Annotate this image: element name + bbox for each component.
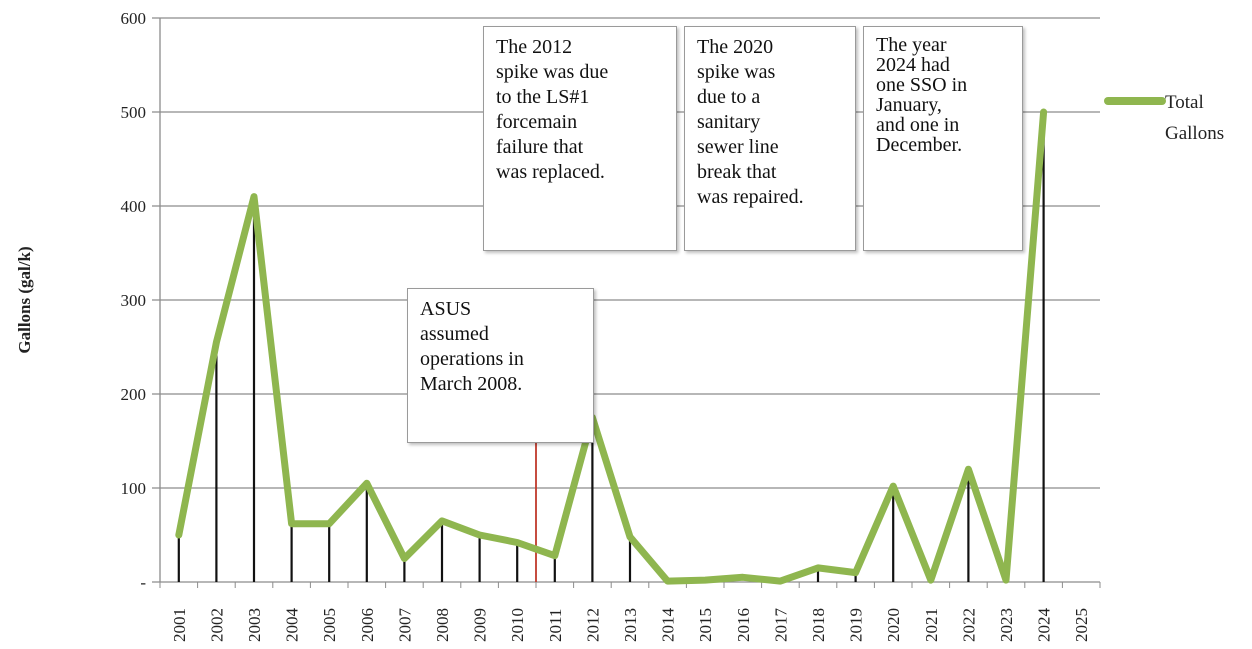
- y-tick-label: 300: [121, 291, 147, 310]
- annotation-line: was replaced.: [496, 161, 605, 183]
- y-tick-label: 200: [121, 385, 147, 404]
- x-tick-label: 2016: [734, 608, 753, 642]
- x-tick-label: 2010: [508, 608, 527, 642]
- x-tick-label: 2025: [1072, 608, 1091, 642]
- x-tick-label: 2011: [546, 609, 565, 642]
- legend-label-line-2: Gallons: [1165, 123, 1224, 144]
- annotation-line: January,: [876, 94, 942, 116]
- annotation-line: March 2008.: [420, 373, 523, 395]
- x-tick-label: 2001: [170, 608, 189, 642]
- series-line-total-gallons: [175, 108, 1048, 585]
- annotation-line: due to a: [697, 86, 761, 108]
- annotation-line: failure that: [496, 136, 584, 158]
- x-tick-label: 2008: [433, 608, 452, 642]
- x-tick-label: 2002: [207, 608, 226, 642]
- x-tick-label: 2012: [583, 608, 602, 642]
- x-tick-label: 2006: [358, 608, 377, 642]
- x-tick-label: 2022: [959, 608, 978, 642]
- x-tick-label: 2018: [809, 608, 828, 642]
- legend: Total Gallons: [1104, 92, 1224, 144]
- annotation-line: The year: [876, 34, 947, 56]
- x-tick-label: 2009: [471, 608, 490, 642]
- y-tick-labels: - 100 200 300 400 500 600: [121, 9, 147, 592]
- x-tick-labels: 2001 2002 2003 2004 2005 2006 2007 2008 2009 2010…: [170, 608, 1091, 643]
- drop-lines: [177, 112, 1045, 582]
- x-tick-label: 2019: [847, 608, 866, 642]
- annotation-line: one SSO in: [876, 74, 968, 96]
- x-tick-label: 2004: [283, 608, 302, 643]
- x-tick-label: 2005: [320, 608, 339, 642]
- y-tick-label: -: [140, 573, 146, 592]
- annotation-2012-spike: The 2012 spike was due to the LS#1 forcemai…: [483, 26, 677, 251]
- x-tick-label: 2017: [771, 608, 790, 643]
- y-axis-label: Gallons (gal/k): [15, 246, 34, 353]
- x-tick-label: 2015: [696, 608, 715, 642]
- y-tick-label: 600: [121, 9, 147, 28]
- annotation-line: assumed: [420, 323, 489, 345]
- annotation-line: 2024 had: [876, 54, 950, 76]
- annotation-line: and one in: [876, 114, 960, 136]
- x-tick-label: 2013: [621, 608, 640, 642]
- annotation-line: ASUS: [420, 298, 472, 320]
- annotation-line: break that: [697, 161, 777, 183]
- annotation-line: spike was due: [496, 61, 609, 83]
- annotation-line: operations in: [420, 348, 524, 370]
- annotation-line: forcemain: [496, 111, 578, 133]
- y-tick-label: 500: [121, 103, 147, 122]
- y-tick-label: 100: [121, 479, 147, 498]
- annotation-asus: ASUS assumed operations in March 2008.: [407, 288, 594, 443]
- x-tick-label: 2024: [1035, 608, 1054, 643]
- annotation-line: The 2012: [496, 36, 573, 58]
- legend-label-line-1: Total: [1165, 92, 1204, 113]
- series-lines: [175, 108, 1048, 585]
- x-tick-label: 2014: [659, 608, 678, 643]
- annotation-2020-spike: The 2020 spike was due to a sanitary sewer l…: [684, 26, 856, 251]
- annotation-line: to the LS#1: [496, 86, 590, 108]
- annotation-line: December.: [876, 134, 963, 156]
- annotation-line: spike was: [697, 61, 776, 83]
- annotation-2024: The year 2024 had one SSO in January, and on…: [863, 26, 1023, 251]
- x-tick-label: 2021: [922, 608, 941, 642]
- y-tick-label: 400: [121, 197, 147, 216]
- x-tick-label: 2007: [395, 608, 414, 643]
- x-tick-label: 2023: [997, 608, 1016, 642]
- annotation-line: The 2020: [697, 36, 774, 58]
- annotation-line: was repaired.: [697, 186, 804, 208]
- annotation-line: sewer line: [697, 136, 779, 158]
- x-tick-label: 2003: [245, 608, 264, 642]
- annotation-line: sanitary: [697, 111, 761, 133]
- x-tick-label: 2020: [884, 608, 903, 642]
